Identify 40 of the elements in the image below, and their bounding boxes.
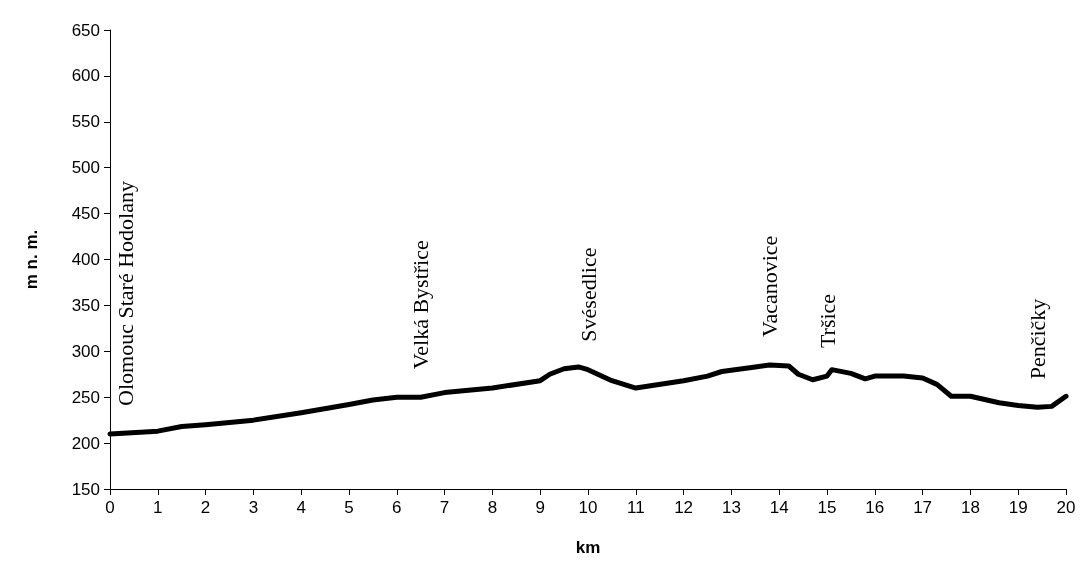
x-tick-label: 5 <box>344 498 354 517</box>
annotation: Tršice <box>814 293 840 349</box>
y-tick-label: 250 <box>71 387 100 407</box>
x-tick-label: 19 <box>1008 498 1028 517</box>
y-tick-label: 450 <box>71 204 100 224</box>
annotation: Vacanovice <box>757 235 783 338</box>
x-tick-label: 17 <box>913 498 933 517</box>
y-tick-label: 150 <box>71 479 100 499</box>
x-axis-title: km <box>575 538 601 557</box>
y-tick-label: 600 <box>71 66 100 86</box>
annotation: Olomouc Staré Hodolany <box>112 181 138 406</box>
x-tick-label: 14 <box>769 498 789 517</box>
x-tick-label: 1 <box>153 498 163 517</box>
y-tick-label: 300 <box>71 341 100 361</box>
x-tick-label: 4 <box>296 498 306 517</box>
x-tick-label: 16 <box>865 498 885 517</box>
y-axis-title: m n. m. <box>22 229 41 290</box>
y-tick-label: 200 <box>71 433 100 453</box>
annotation: Penčičky <box>1024 298 1050 380</box>
x-tick-label: 3 <box>248 498 259 517</box>
annotation: Svésedlice <box>575 247 601 342</box>
x-tick-label: 13 <box>721 498 741 517</box>
x-tick-label: 20 <box>1056 498 1076 517</box>
x-tick-label: 11 <box>626 498 645 517</box>
x-tick-label: 10 <box>578 498 598 517</box>
x-tick-label: 0 <box>105 498 115 517</box>
y-tick-label: 650 <box>71 20 100 40</box>
x-tick-label: 15 <box>817 498 837 517</box>
x-tick-label: 12 <box>674 498 694 517</box>
x-tick-label: 18 <box>960 498 980 517</box>
x-tick-label: 2 <box>200 498 211 517</box>
annotation: Velká Bystřice <box>408 240 434 370</box>
y-tick-label: 500 <box>71 158 100 178</box>
x-tick-label: 6 <box>392 498 402 517</box>
y-tick-label: 350 <box>71 295 100 315</box>
x-tick-label: 8 <box>487 498 498 517</box>
x-tick-label: 9 <box>535 498 545 517</box>
x-tick-label: 7 <box>439 498 450 517</box>
y-tick-label: 400 <box>71 250 100 269</box>
y-tick-label: 550 <box>71 112 100 132</box>
